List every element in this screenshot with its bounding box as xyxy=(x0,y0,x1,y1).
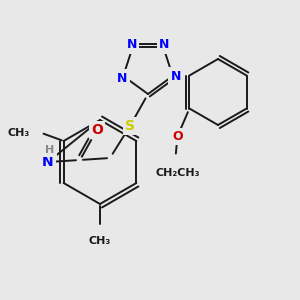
Text: N: N xyxy=(117,71,128,85)
Text: N: N xyxy=(159,38,169,52)
Text: CH₃: CH₃ xyxy=(89,236,111,246)
Text: N: N xyxy=(42,155,54,169)
Text: N: N xyxy=(127,38,137,52)
Text: S: S xyxy=(125,119,135,133)
Text: H: H xyxy=(45,145,55,155)
Text: O: O xyxy=(172,130,183,143)
Text: CH₃: CH₃ xyxy=(8,128,30,138)
Text: CH₂CH₃: CH₂CH₃ xyxy=(155,167,200,178)
Text: O: O xyxy=(91,123,103,137)
Text: N: N xyxy=(170,70,181,83)
